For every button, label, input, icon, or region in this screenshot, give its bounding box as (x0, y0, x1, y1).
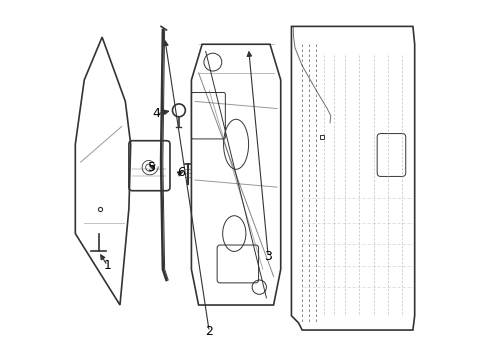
Text: 2: 2 (205, 325, 213, 338)
Text: 6: 6 (177, 166, 185, 179)
Text: 5: 5 (148, 161, 156, 174)
Text: 4: 4 (153, 107, 161, 120)
Text: 3: 3 (264, 250, 272, 263)
Text: 1: 1 (103, 259, 111, 272)
